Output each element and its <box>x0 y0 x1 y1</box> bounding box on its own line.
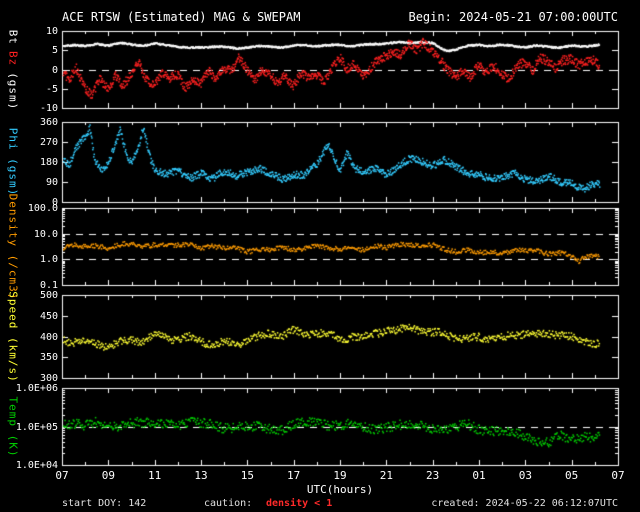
axis-label-part: (gsm) <box>6 71 20 110</box>
x-tick-label: 07 <box>611 469 625 482</box>
phi-axis-label-text: Phi (gsm) <box>7 125 20 200</box>
footer-caution-value: density < 1 <box>266 498 333 509</box>
y-tick-label: 180 <box>39 157 58 168</box>
footer-caution-label: caution: <box>204 498 253 509</box>
temperature-axis-label-text: Temp (K) <box>7 393 20 460</box>
x-tick-label: 23 <box>426 469 440 482</box>
y-tick-label: 400 <box>39 331 58 343</box>
x-tick-label: 05 <box>565 469 579 482</box>
x-tick-label: 07 <box>55 469 69 482</box>
speed-axis-label-text: Speed (km/s) <box>7 288 20 385</box>
y-tick-label: -10 <box>39 103 58 114</box>
y-tick-label: 0 <box>51 64 58 76</box>
begin-timestamp: Begin: 2024-05-21 07:00:00UTC <box>408 10 618 24</box>
x-tick-label: 17 <box>287 469 301 482</box>
footer-created-timestamp: created: 2024-05-22 06:12:07UTC <box>431 498 618 509</box>
y-tick-label: 100.0 <box>27 203 58 214</box>
mag-field-axis-label: Bt Bz (gsm) <box>0 29 26 110</box>
y-tick-label: 450 <box>39 310 58 322</box>
x-tick-label: 09 <box>101 469 115 482</box>
y-tick-label: 5 <box>51 45 58 57</box>
axis-label-part: Phi (gsm) <box>6 127 20 197</box>
axis-label-part: Speed (km/s) <box>6 290 20 383</box>
footer-start-doy: start DOY: 142 <box>62 498 147 509</box>
y-tick-label: -5 <box>45 83 58 95</box>
temperature-axis-label: Temp (K) <box>0 388 26 465</box>
x-axis-title: UTC(hours) <box>306 483 374 496</box>
density-axis-label-text: Density (/cm3) <box>7 190 20 303</box>
axis-label-part: Density (/cm3) <box>6 193 20 300</box>
y-tick-label: 90 <box>45 177 58 188</box>
x-tick-label: 21 <box>379 469 393 482</box>
mag-field-axis-label-text: Bt Bz (gsm) <box>7 26 20 113</box>
y-tick-label: 0.1 <box>39 280 58 291</box>
x-tick-label: 13 <box>194 469 208 482</box>
y-tick-label: 350 <box>39 352 58 364</box>
x-tick-label: 11 <box>148 469 162 482</box>
y-tick-label: 10.0 <box>33 228 58 240</box>
y-tick-label: 1.0E+05 <box>15 421 58 433</box>
y-tick-label: 360 <box>39 117 58 128</box>
y-tick-label: 1.0E+04 <box>15 460 58 471</box>
plot-title: ACE RTSW (Estimated) MAG & SWEPAM <box>62 10 301 24</box>
y-tick-label: 500 <box>39 290 58 301</box>
x-tick-label: 19 <box>333 469 347 482</box>
axis-label-part: Temp (K) <box>6 396 20 457</box>
y-tick-label: 10 <box>45 26 58 37</box>
x-tick-label: 03 <box>518 469 532 482</box>
y-tick-label: 270 <box>39 137 58 148</box>
x-tick-label: 15 <box>240 469 254 482</box>
axis-label-part: Bt <box>6 29 20 45</box>
y-tick-label: 1.0E+06 <box>15 383 58 394</box>
y-tick-label: 300 <box>39 373 58 384</box>
speed-axis-label: Speed (km/s) <box>0 291 26 382</box>
density-axis-label: Density (/cm3) <box>0 193 26 300</box>
y-tick-label: 0 <box>51 197 58 208</box>
axis-label-part: Bz <box>6 50 20 66</box>
x-tick-label: 01 <box>472 469 486 482</box>
y-tick-label: 1.0 <box>39 254 58 266</box>
